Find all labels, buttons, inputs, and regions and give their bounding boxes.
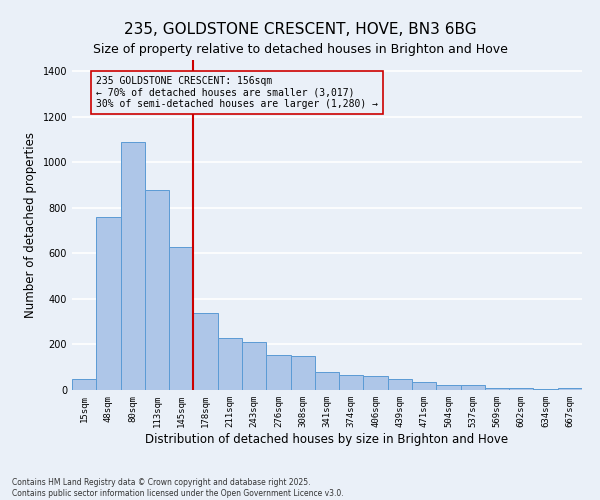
Bar	[436, 386, 461, 390]
Bar	[315, 372, 339, 390]
Bar	[96, 217, 121, 390]
Bar	[412, 382, 436, 390]
Bar	[290, 356, 315, 390]
Text: 235 GOLDSTONE CRESCENT: 156sqm
← 70% of detached houses are smaller (3,017)
30% : 235 GOLDSTONE CRESCENT: 156sqm ← 70% of …	[96, 76, 378, 109]
Bar	[266, 354, 290, 390]
Text: Size of property relative to detached houses in Brighton and Hove: Size of property relative to detached ho…	[92, 42, 508, 56]
Bar	[193, 312, 218, 390]
Bar	[218, 338, 242, 390]
Bar	[461, 386, 485, 390]
Bar	[145, 190, 169, 390]
Y-axis label: Number of detached properties: Number of detached properties	[24, 132, 37, 318]
Bar	[388, 378, 412, 390]
X-axis label: Distribution of detached houses by size in Brighton and Hove: Distribution of detached houses by size …	[145, 432, 509, 446]
Text: 235, GOLDSTONE CRESCENT, HOVE, BN3 6BG: 235, GOLDSTONE CRESCENT, HOVE, BN3 6BG	[124, 22, 476, 38]
Bar	[533, 389, 558, 390]
Bar	[169, 246, 193, 390]
Bar	[242, 342, 266, 390]
Text: Contains HM Land Registry data © Crown copyright and database right 2025.
Contai: Contains HM Land Registry data © Crown c…	[12, 478, 344, 498]
Bar	[558, 388, 582, 390]
Bar	[339, 375, 364, 390]
Bar	[72, 378, 96, 390]
Bar	[509, 388, 533, 390]
Bar	[364, 376, 388, 390]
Bar	[121, 142, 145, 390]
Bar	[485, 388, 509, 390]
